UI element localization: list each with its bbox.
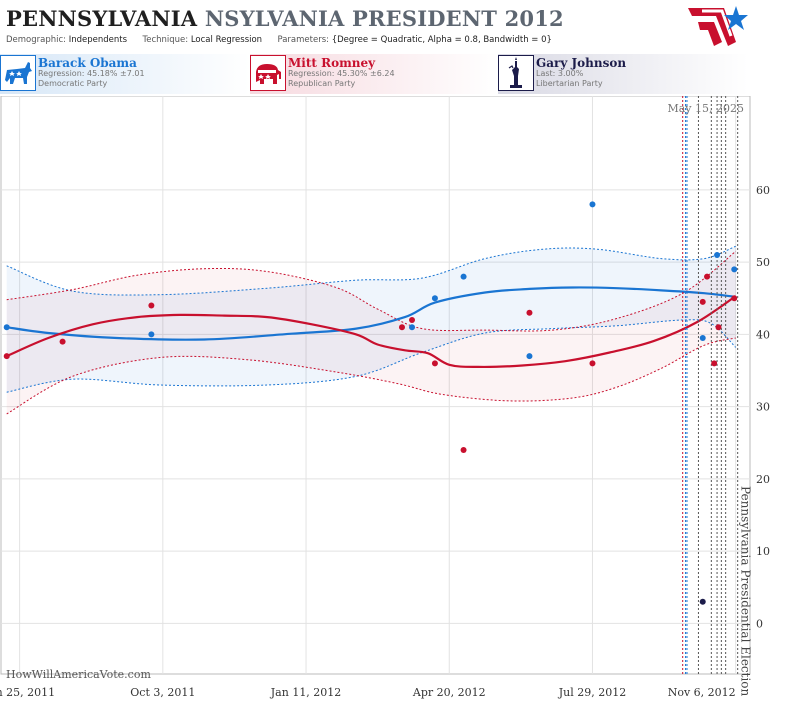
candidate-card-romney[interactable]: Mitt Romney Regression: 45.30% ±6.24 Rep… [250, 54, 498, 94]
data-point [431, 360, 438, 367]
data-point [699, 598, 706, 605]
y-tick-label: 40 [756, 328, 770, 341]
header: PENNSYLVANIA NSYLVANIA PRESIDENT 2012 De… [0, 0, 789, 52]
y-tick-label: 30 [756, 401, 770, 414]
candidate-card-obama[interactable]: Barack Obama Regression: 45.18% ±7.01 De… [0, 54, 250, 94]
data-point [699, 298, 706, 305]
data-point [731, 266, 738, 273]
trend-line [6, 295, 737, 369]
data-point [704, 273, 711, 280]
data-point [526, 309, 533, 316]
candidate-stat: Regression: 45.18% ±7.01 [38, 69, 145, 78]
data-point [731, 295, 738, 302]
data-point [589, 360, 596, 367]
confidence-band [6, 246, 736, 393]
title-rest: NSYLVANIA PRESIDENT 2012 [204, 6, 564, 31]
data-point [714, 251, 721, 258]
confidence-band [6, 251, 736, 414]
technique-label: Technique: [142, 35, 189, 45]
candidate-party: Republican Party [288, 79, 356, 88]
candidate-party: Democratic Party [38, 79, 108, 88]
candidate-stat: Last: 3.00% [536, 69, 584, 78]
demographic-label: Demographic: [6, 35, 67, 45]
data-point [711, 360, 718, 367]
data-point [3, 324, 10, 331]
lower-bound-line [6, 337, 736, 415]
data-point [409, 316, 416, 323]
parameters-value: {Degree = Quadratic, Alpha = 0.8, Bandwi… [331, 35, 552, 45]
election-label: Pennsylvania Presidential Election [739, 486, 753, 697]
candidate-party: Libertarian Party [536, 79, 603, 88]
data-point [398, 324, 405, 331]
data-point [715, 324, 722, 331]
x-tick-label: Oct 3, 2011 [130, 686, 195, 699]
data-point [431, 295, 438, 302]
y-tick-label: 20 [756, 473, 770, 486]
data-point [460, 447, 467, 454]
chart-area: 0 10 20 30 40 50 60 Jun 25, 2011 Oct 3, 2011 Jan … [0, 95, 789, 704]
data-point [148, 302, 155, 309]
y-tick-label: 0 [756, 617, 763, 630]
statue-of-liberty-icon [498, 55, 534, 91]
trend-line [6, 286, 736, 341]
data-point [589, 201, 596, 208]
plot-frame [0, 95, 751, 675]
site-logo-icon[interactable] [684, 2, 784, 50]
x-tick-label: Jan 11, 2012 [270, 686, 342, 699]
chart-svg: 0 10 20 30 40 50 60 Jun 25, 2011 Oct 3, 2011 Jan … [0, 95, 770, 699]
upper-bound-line [6, 250, 737, 332]
candidate-name: Barack Obama [38, 56, 137, 70]
upper-bound-line [6, 245, 736, 296]
elephant-icon [250, 55, 286, 91]
candidate-card-johnson[interactable]: Gary Johnson Last: 3.00% Libertarian Par… [498, 54, 748, 94]
y-tick-label: 50 [756, 256, 770, 269]
technique-value: Local Regression [190, 35, 263, 45]
y-tick-label: 10 [756, 545, 770, 558]
page-title: PENNSYLVANIA NSYLVANIA PRESIDENT 2012 [6, 6, 564, 31]
x-tick-label: Jul 29, 2012 [558, 686, 627, 699]
data-point [409, 324, 416, 331]
data-point [59, 338, 66, 345]
title-state: PENNSYLVANIA [6, 6, 198, 31]
parameters-bar: Demographic: Independents Technique: Loc… [6, 35, 552, 45]
data-point [699, 335, 706, 342]
date-label: May 15, 2025 [667, 102, 744, 115]
watermark: HowWillAmericaVote.com [6, 668, 151, 681]
candidate-legend: Barack Obama Regression: 45.18% ±7.01 De… [0, 54, 789, 94]
data-point [148, 331, 155, 338]
y-tick-label: 60 [756, 184, 770, 197]
data-point [460, 273, 467, 280]
data-point [526, 353, 533, 360]
donkey-icon [0, 55, 36, 91]
x-tick-label: Jun 25, 2011 [0, 686, 55, 699]
candidate-stat: Regression: 45.30% ±6.24 [288, 69, 395, 78]
candidate-name: Mitt Romney [288, 56, 376, 70]
candidate-name: Gary Johnson [536, 56, 627, 70]
parameters-label: Parameters: [277, 35, 329, 45]
data-point [3, 353, 10, 360]
demographic-value: Independents [68, 35, 128, 45]
x-tick-label: Nov 6, 2012 [668, 686, 736, 699]
x-tick-label: Apr 20, 2012 [412, 686, 486, 699]
